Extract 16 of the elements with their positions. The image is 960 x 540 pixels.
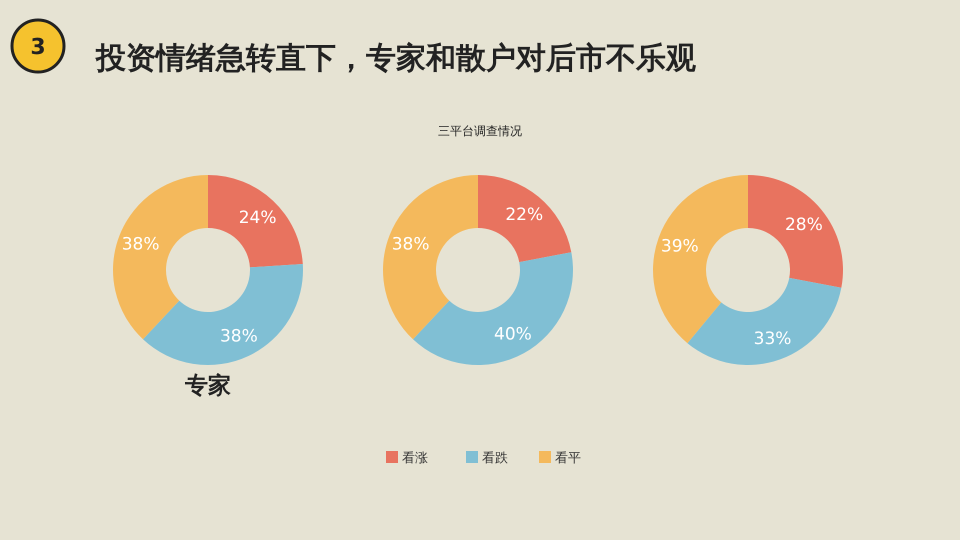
data-label: 24% <box>238 208 277 228</box>
text: 投资情绪急转直下，专家和散户对后市不乐观 <box>95 41 697 76</box>
data-label: 33% <box>754 329 792 350</box>
legend-label: 看涨 <box>402 451 428 466</box>
legend-label: 看跌 <box>482 451 508 466</box>
data-label: 28% <box>784 214 823 235</box>
legend-label: 看平 <box>555 451 581 466</box>
text: 3 <box>30 35 46 60</box>
data-label: 38% <box>122 234 160 254</box>
data-label: 40% <box>494 324 532 345</box>
data-label: 22% <box>505 205 544 226</box>
data-label: 38% <box>392 234 430 254</box>
data-label: 38% <box>220 326 258 347</box>
text: 专家 <box>184 372 231 399</box>
text: 三平台调查情况 <box>438 124 522 138</box>
data-label: 39% <box>660 236 699 256</box>
